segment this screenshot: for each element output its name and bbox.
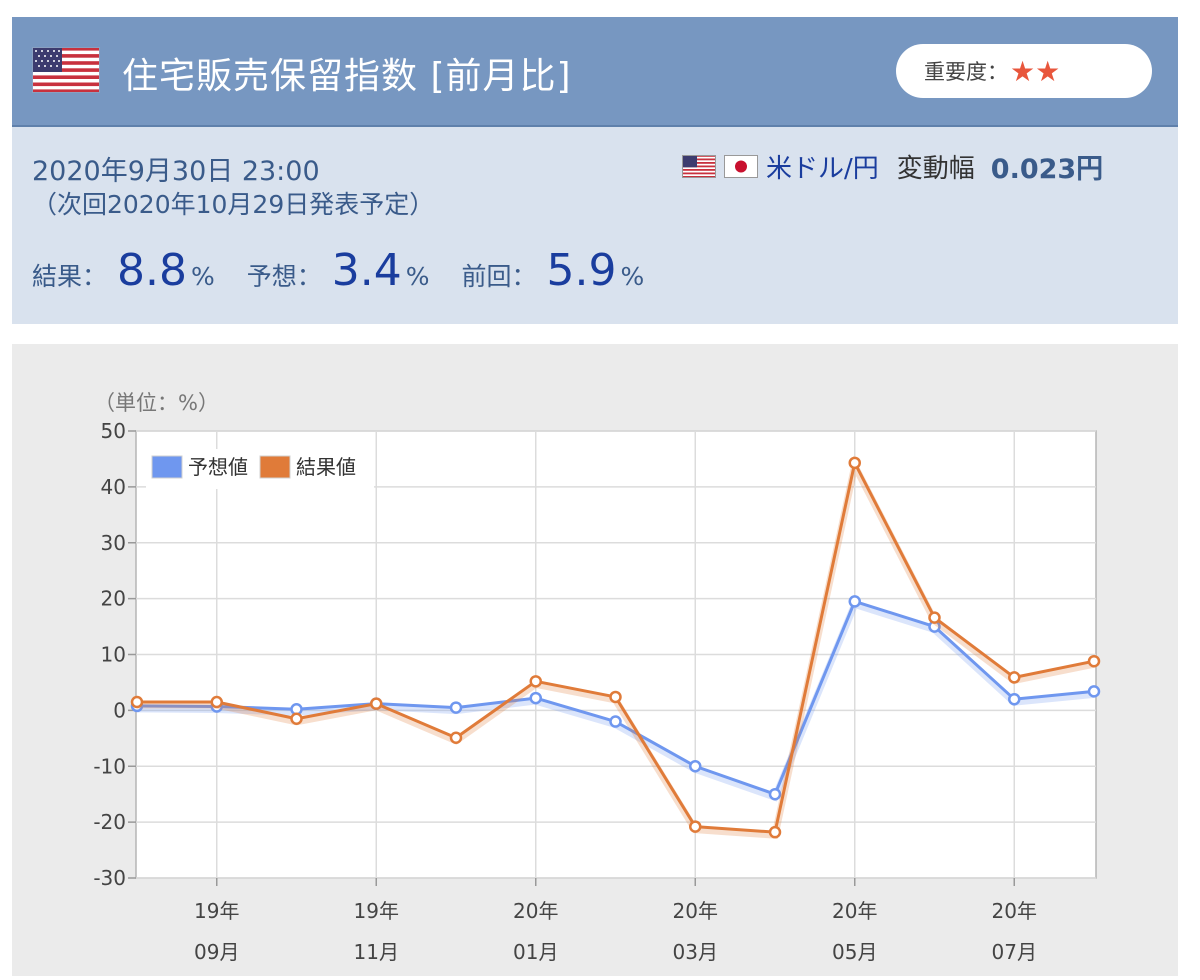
result-point [290, 712, 303, 726]
result-unit: % [191, 262, 215, 291]
result-point [848, 456, 861, 470]
result-point [928, 611, 941, 624]
chart-unit-label: （単位：%） [94, 391, 219, 415]
indicator-header: 住宅販売保留指数 [前月比] 重要度： ★★ [12, 17, 1178, 127]
result-value: 8.8 [117, 245, 187, 296]
x-axis-ticks: 19年 09月 19年 11月 20年 01月 20年 03月 20年 05月 20年 07月 [194, 878, 1037, 964]
release-datetime: 2020年9月30日 23:00 [32, 156, 320, 187]
x-tick-year-label: 20年 [673, 899, 718, 923]
forecast-label: 予想： [246, 262, 322, 291]
forecast-point [1008, 692, 1021, 706]
result-point [529, 675, 542, 688]
legend-swatch-forecast [151, 455, 183, 479]
x-tick-year-label: 19年 [354, 899, 399, 923]
forecast-point [689, 760, 702, 773]
previous-label: 前回： [461, 262, 537, 291]
us-flag-icon [32, 47, 100, 93]
result-point [609, 690, 622, 704]
release-info-panel: 2020年9月30日 23:00 （次回2020年10月29日発表予定） 米ドル… [12, 127, 1178, 324]
y-tick-label: 30 [101, 531, 126, 555]
us-flag-icon [682, 155, 716, 178]
result-label: 結果： [32, 262, 108, 291]
y-axis-ticks: 50 40 30 20 10 0 -10 -20 -30 [93, 419, 136, 890]
result-point [768, 825, 782, 839]
x-tick-month-label: 05月 [832, 940, 877, 964]
importance-label: 重要度： [924, 60, 1008, 84]
importance-stars: ★★ [1010, 54, 1061, 88]
y-tick-label: 10 [101, 643, 126, 667]
previous-value: 5.9 [546, 245, 617, 296]
chart-panel: （単位：%） 50 40 30 20 10 0 -10 -20 -30 19年 09月 19年 11月… [12, 344, 1178, 976]
next-release: （次回2020年10月29日発表予定） [32, 190, 435, 219]
currency-pair: 米ドル/円 変動幅 0.023円 [682, 147, 1103, 186]
volatility-label: 変動幅 [896, 154, 975, 184]
volatility-value: 0.023円 [990, 154, 1104, 185]
importance-badge: 重要度： ★★ [896, 44, 1152, 98]
y-tick-label: 50 [101, 419, 126, 443]
forecast-point [529, 691, 542, 705]
y-tick-label: -30 [93, 866, 126, 890]
forecast-value: 3.4 [331, 245, 402, 296]
forecast-point [609, 715, 622, 728]
x-tick-year-label: 20年 [992, 899, 1037, 923]
chart-legend: 予想値 結果値 [146, 449, 374, 489]
x-tick-month-label: 07月 [992, 940, 1037, 964]
y-tick-label: -10 [93, 754, 126, 778]
indicator-title: 住宅販売保留指数 [前月比] [122, 56, 572, 97]
forecast-point [848, 595, 861, 608]
result-point [689, 820, 702, 833]
x-tick-month-label: 03月 [673, 940, 718, 964]
result-point [1008, 671, 1021, 684]
line-chart: （単位：%） 50 40 30 20 10 0 -10 -20 -30 19年 09月 19年 11月… [93, 391, 1101, 964]
forecast-unit: % [405, 262, 430, 291]
x-tick-month-label: 09月 [194, 940, 239, 964]
y-tick-label: 40 [101, 475, 126, 499]
x-tick-year-label: 20年 [513, 899, 558, 923]
currency-pair-link[interactable]: 米ドル/円 [766, 154, 879, 184]
y-tick-label: -20 [93, 810, 126, 834]
result-point [1087, 654, 1101, 668]
x-tick-year-label: 19年 [194, 899, 239, 923]
result-point [449, 731, 463, 745]
forecast-point [1087, 685, 1101, 698]
y-tick-label: 20 [101, 587, 126, 611]
forecast-point [449, 701, 463, 714]
x-tick-month-label: 01月 [513, 940, 558, 964]
result-point [370, 697, 383, 710]
legend-swatch-result [259, 455, 291, 479]
result-point [130, 695, 144, 709]
series-lines [130, 455, 1101, 839]
x-tick-year-label: 20年 [832, 899, 877, 923]
results-row: 結果： 8.8 % 予想： 3.4 % 前回： 5.9 % [32, 245, 676, 296]
legend-label-result: 結果値 [296, 455, 356, 479]
x-tick-month-label: 11月 [354, 940, 399, 964]
japan-flag-icon [724, 155, 758, 178]
legend-label-forecast: 予想値 [188, 455, 248, 479]
forecast-point [768, 787, 782, 801]
previous-unit: % [620, 262, 645, 291]
result-point [210, 695, 223, 709]
y-tick-label: 0 [113, 698, 126, 722]
